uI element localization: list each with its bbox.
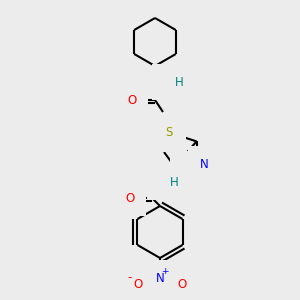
Text: O: O bbox=[177, 278, 187, 290]
Text: -: - bbox=[128, 272, 132, 284]
Text: O: O bbox=[134, 278, 142, 290]
Text: +: + bbox=[161, 268, 169, 277]
Text: O: O bbox=[128, 94, 136, 106]
Text: H: H bbox=[175, 76, 183, 88]
Text: N: N bbox=[159, 176, 167, 188]
Text: H: H bbox=[169, 176, 178, 188]
Text: N: N bbox=[182, 163, 191, 176]
Text: O: O bbox=[125, 191, 135, 205]
Text: N: N bbox=[156, 272, 164, 284]
Text: S: S bbox=[167, 128, 175, 140]
Text: N: N bbox=[200, 158, 209, 171]
Text: S: S bbox=[165, 126, 172, 140]
Text: N: N bbox=[164, 76, 172, 88]
